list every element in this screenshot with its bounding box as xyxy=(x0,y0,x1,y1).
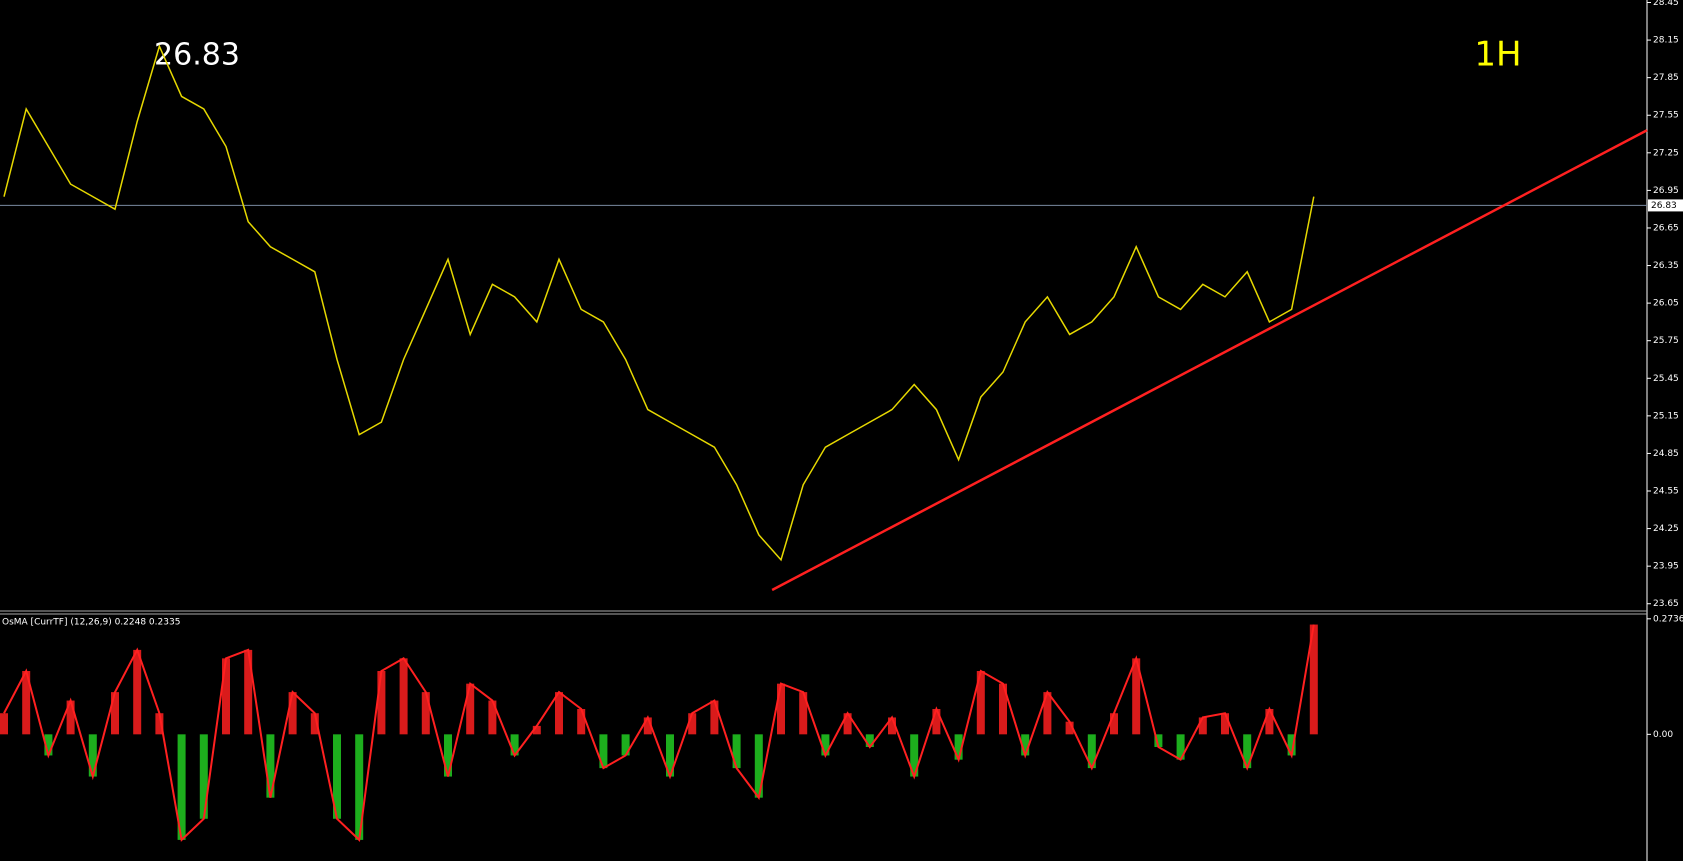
histogram-bar xyxy=(1021,734,1030,756)
histogram-bar xyxy=(466,683,475,735)
y-tick-label: 26.65 xyxy=(1653,223,1679,233)
y-tick-label: 25.15 xyxy=(1653,411,1679,421)
histogram-bar xyxy=(421,692,430,735)
y-tick-label: 24.55 xyxy=(1653,487,1679,497)
histogram-bar xyxy=(843,713,852,735)
price-display: 26.83 xyxy=(154,38,240,73)
histogram-bar xyxy=(111,692,119,735)
y-tick-label: 24.85 xyxy=(1653,449,1679,459)
histogram-bar xyxy=(821,734,830,756)
histogram-bar xyxy=(488,700,497,735)
histogram-bar xyxy=(333,734,341,819)
y-tick-label: 24.25 xyxy=(1653,524,1679,534)
y-tick-label: 27.25 xyxy=(1653,148,1679,158)
histogram-bar xyxy=(1221,713,1229,735)
y-tick-label: 25.45 xyxy=(1653,374,1679,384)
histogram-bar xyxy=(1087,734,1096,769)
histogram-bar xyxy=(1065,721,1074,735)
histogram-bar xyxy=(310,713,319,735)
current-price-label: 26.83 xyxy=(1651,201,1677,211)
histogram-bar xyxy=(44,734,53,756)
histogram-bar xyxy=(865,734,874,747)
histogram-bar xyxy=(133,649,142,735)
y-tick-label: 23.95 xyxy=(1653,562,1679,572)
histogram-bar xyxy=(688,713,697,735)
histogram-bar xyxy=(555,692,563,735)
histogram-bar xyxy=(754,734,763,798)
histogram-bar xyxy=(532,725,541,735)
histogram-bar xyxy=(1287,734,1296,756)
price-line xyxy=(3,44,1315,562)
y-tick-label: 23.65 xyxy=(1653,599,1679,609)
y-tick-label: 26.05 xyxy=(1653,299,1679,309)
histogram-bar xyxy=(66,700,75,735)
y-tick-label: 0.2736 xyxy=(1653,614,1683,624)
histogram-bar xyxy=(888,717,896,735)
oscillator-line xyxy=(3,624,1315,842)
y-tick-label: 28.45 xyxy=(1653,0,1679,8)
histogram-bar xyxy=(444,734,452,777)
histogram-bar xyxy=(732,734,741,769)
y-tick-label: 0.00 xyxy=(1653,730,1673,740)
histogram-bar xyxy=(1243,734,1252,769)
histogram-bar xyxy=(599,734,608,769)
oscillator-label: OsMA [CurrTF] (12,26,9) 0.2248 0.2335 xyxy=(2,618,180,628)
trendline xyxy=(771,129,1648,592)
histogram-bar xyxy=(155,713,164,735)
histogram-bar xyxy=(1154,734,1163,747)
histogram-bar xyxy=(666,734,674,777)
histogram-bar xyxy=(932,709,941,735)
histogram-bar xyxy=(710,700,719,735)
y-tick-label: 25.75 xyxy=(1653,336,1679,346)
histogram-bar xyxy=(377,671,386,735)
histogram-bar xyxy=(1176,734,1185,760)
histogram-bar xyxy=(954,734,963,760)
timeframe-label: 1H xyxy=(1474,35,1521,75)
histogram-bar xyxy=(799,692,808,735)
histogram-bar xyxy=(0,713,8,735)
histogram-bar xyxy=(288,692,297,735)
histogram-bar xyxy=(1309,624,1318,735)
histogram-bar xyxy=(177,734,186,840)
histogram-bar xyxy=(643,717,652,735)
histogram-bar xyxy=(199,734,208,819)
histogram-bar xyxy=(1110,713,1118,735)
histogram-bar xyxy=(1132,658,1141,735)
histogram-bar xyxy=(621,734,630,756)
histogram-bar xyxy=(976,671,985,735)
y-tick-label: 28.15 xyxy=(1653,36,1679,46)
histogram-bar xyxy=(577,709,586,735)
y-tick-label: 27.55 xyxy=(1653,111,1679,121)
histogram-bar xyxy=(222,658,230,735)
histogram-bar xyxy=(244,649,253,735)
y-tick-label: 26.95 xyxy=(1653,186,1679,196)
histogram-bar xyxy=(266,734,275,798)
histogram-bar xyxy=(1198,717,1207,735)
histogram-bar xyxy=(999,683,1007,735)
histogram-bar xyxy=(88,734,97,777)
histogram-bar xyxy=(777,683,785,735)
histogram-bar xyxy=(510,734,519,756)
histogram-bar xyxy=(355,734,364,840)
histogram-bar xyxy=(910,734,919,777)
current-price-box xyxy=(1648,199,1683,212)
histogram-bar xyxy=(1043,692,1052,735)
histogram-bar xyxy=(1265,709,1274,735)
y-tick-label: 27.85 xyxy=(1653,73,1679,83)
y-tick-label: 26.35 xyxy=(1653,261,1679,271)
histogram-bar xyxy=(22,671,31,735)
histogram-bar xyxy=(399,658,408,735)
